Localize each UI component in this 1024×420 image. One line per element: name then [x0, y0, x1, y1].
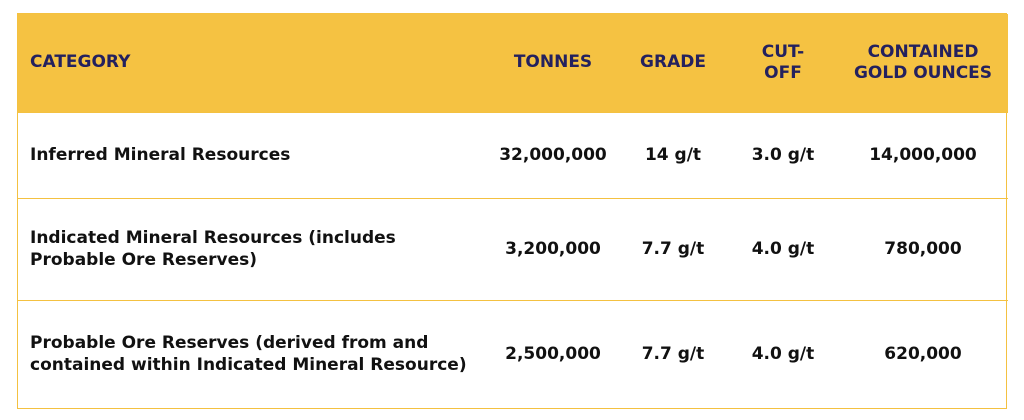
table-body: Inferred Mineral Resources 32,000,000 14…	[18, 112, 1008, 408]
cell-tonnes: 2,500,000	[505, 344, 601, 365]
header-grade: GRADE	[640, 52, 706, 73]
table-row: Inferred Mineral Resources 32,000,000 14…	[18, 112, 1008, 198]
resource-table: CATEGORY TONNES GRADE CUT-OFF CONTAINED …	[18, 14, 1008, 408]
cell-category: Indicated Mineral Resources (includes Pr…	[30, 228, 396, 270]
cell-cutoff: 4.0 g/t	[751, 239, 815, 259]
header-cutoff: CUT-OFF	[761, 41, 805, 83]
cell-category: Probable Ore Reserves (derived from and …	[30, 333, 467, 376]
cell-grade: 7.7 g/t	[641, 239, 705, 259]
cell-category: Inferred Mineral Resources	[30, 145, 291, 165]
cell-contained-gold: 14,000,000	[869, 145, 977, 165]
resource-table-container: CATEGORY TONNES GRADE CUT-OFF CONTAINED …	[17, 13, 1008, 409]
header-category: CATEGORY	[30, 52, 131, 73]
header-contained-gold: CONTAINED GOLD OUNCES	[853, 41, 993, 83]
cell-cutoff: 4.0 g/t	[751, 344, 815, 365]
table-row: Indicated Mineral Resources (includes Pr…	[18, 198, 1008, 300]
header-row: CATEGORY TONNES GRADE CUT-OFF CONTAINED …	[18, 14, 1008, 112]
header-tonnes: TONNES	[513, 52, 593, 73]
cell-cutoff: 3.0 g/t	[751, 145, 815, 165]
table-header: CATEGORY TONNES GRADE CUT-OFF CONTAINED …	[18, 14, 1008, 112]
cell-contained-gold: 620,000	[884, 344, 962, 365]
cell-contained-gold: 780,000	[884, 239, 962, 259]
cell-tonnes: 32,000,000	[499, 145, 607, 165]
cell-grade: 7.7 g/t	[641, 344, 705, 365]
table-row: Probable Ore Reserves (derived from and …	[18, 300, 1008, 408]
cell-grade: 14 g/t	[644, 145, 702, 165]
cell-tonnes: 3,200,000	[505, 239, 601, 259]
